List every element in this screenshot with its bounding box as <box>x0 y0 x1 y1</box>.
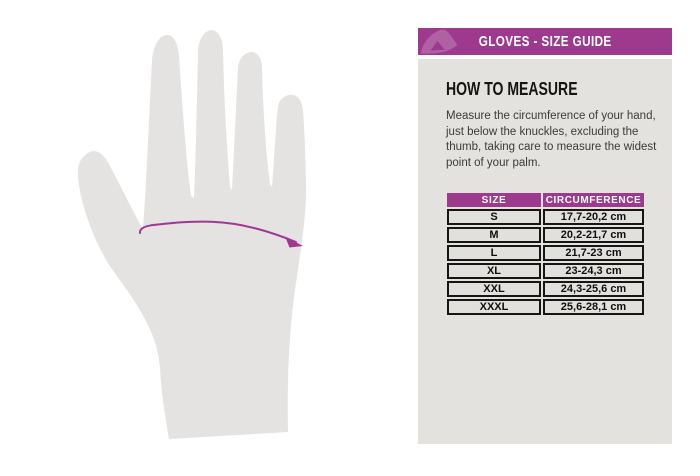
circumference-cell: 21,7-23 cm <box>543 245 644 261</box>
hand-silhouette <box>77 30 306 439</box>
size-cell: XXXL <box>447 299 541 315</box>
table-row: M 20,2-21,7 cm <box>447 227 644 243</box>
size-table-header-row: SIZE CIRCUMFERENCE <box>447 193 644 207</box>
table-row: XXXL 25,6-28,1 cm <box>447 299 644 315</box>
how-to-measure-heading: HOW TO MEASURE <box>446 79 615 100</box>
how-to-measure-line: thumb, taking care to measure the widest <box>446 141 657 153</box>
circumference-cell: 23-24,3 cm <box>543 263 644 279</box>
size-cell: L <box>447 245 541 261</box>
size-cell: M <box>447 227 541 243</box>
circumference-column-header: CIRCUMFERENCE <box>543 193 644 207</box>
circumference-cell: 20,2-21,7 cm <box>543 227 644 243</box>
measurement-arrowhead-icon <box>285 236 303 248</box>
size-cell: XXL <box>447 281 541 297</box>
table-row: XXL 24,3-25,6 cm <box>447 281 644 297</box>
table-row: XL 23-24,3 cm <box>447 263 644 279</box>
how-to-measure-text: Measure the circumference of your hand, … <box>446 109 666 171</box>
page-title-text: GLOVES - SIZE GUIDE <box>478 33 612 50</box>
circumference-cell: 17,7-20,2 cm <box>543 209 644 225</box>
size-cell: S <box>447 209 541 225</box>
how-to-measure-line: Measure the circumference of your hand, <box>446 110 656 122</box>
table-row: S 17,7-20,2 cm <box>447 209 644 225</box>
how-to-measure-line: just below the knuckles, excluding the <box>446 125 639 138</box>
brand-logo-icon <box>420 29 458 54</box>
how-to-measure-line: point of your palm. <box>446 156 541 169</box>
page-title: GLOVES - SIZE GUIDE <box>418 28 672 55</box>
size-cell: XL <box>447 263 541 279</box>
size-column-header: SIZE <box>447 193 541 207</box>
hand-illustration <box>77 30 306 439</box>
measurement-arrow-line <box>138 220 297 243</box>
table-row: L 21,7-23 cm <box>447 245 644 261</box>
info-panel: HOW TO MEASURE Measure the circumference… <box>418 59 672 444</box>
how-to-measure-heading-text: HOW TO MEASURE <box>446 79 578 99</box>
size-guide-header: GLOVES - SIZE GUIDE <box>418 28 672 55</box>
circumference-cell: 25,6-28,1 cm <box>543 299 644 315</box>
circumference-cell: 24,3-25,6 cm <box>543 281 644 297</box>
size-table: SIZE CIRCUMFERENCE S 17,7-20,2 cm M 20,2… <box>445 191 646 317</box>
